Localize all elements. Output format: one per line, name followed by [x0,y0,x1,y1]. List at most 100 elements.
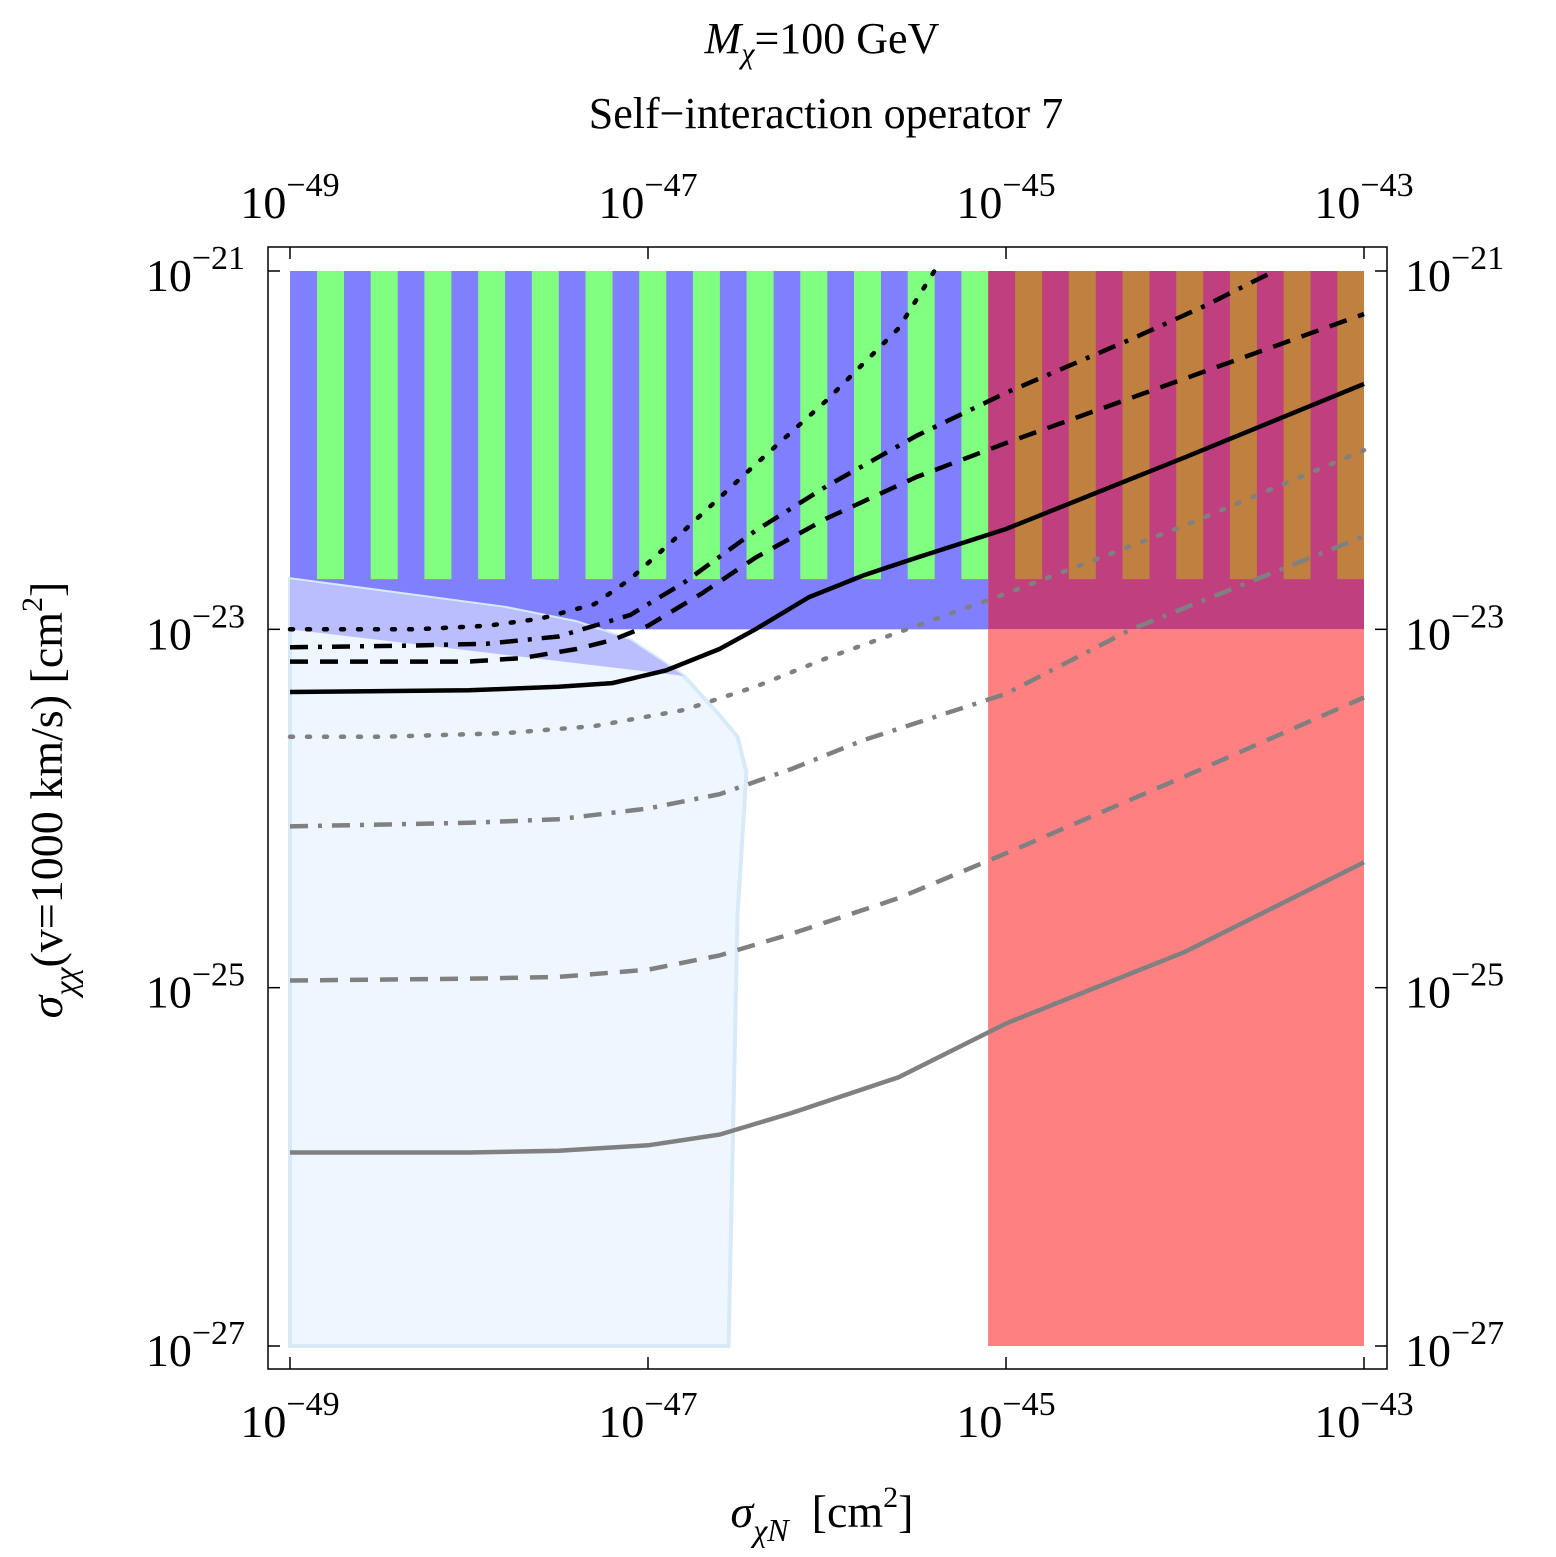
chart-title: Mχ=100 GeV [704,14,940,70]
region-layer [288,271,1364,1348]
y-tick-label-right-exponent: −23 [1451,598,1504,635]
x-tick-label-bottom-base: 10 [1314,1396,1360,1447]
x-tick-label-top: 10−47 [598,167,697,228]
curve-black-dashdot [289,268,1276,650]
x-tick-label-bottom-base: 10 [240,1396,286,1447]
x-tick-label-bottom-exponent: −47 [644,1386,697,1423]
x-tick-label-top-base: 10 [1314,177,1360,228]
y-tick-label-right-exponent: −21 [1451,240,1504,277]
lightblue-allowed-region-top-edge [290,579,684,676]
x-tick-label-bottom-exponent: −43 [1360,1386,1413,1423]
x-tick-label-top-exponent: −43 [1360,167,1413,204]
x-tick-label-bottom: 10−49 [240,1386,339,1447]
curve-black-solid [289,381,1365,695]
y-tick-label-left-exponent: −25 [192,957,245,994]
y-label-rest: (v=1000 km/s) [cm [21,612,72,968]
purple-excluded-region-stripe [1176,271,1204,580]
x-axis-label: σχN [cm2] [731,1481,914,1548]
curve-black-dashed [290,311,1365,664]
y-tick-label-right: 10−21 [1405,240,1504,301]
y-label-unit-close: ] [21,582,72,597]
curve-gray-dotted [287,447,1367,740]
y-tick-label-left: 10−21 [146,240,245,301]
y-tick-label-left-base: 10 [146,967,192,1018]
x-tick-label-top: 10−45 [956,167,1055,228]
x-tick-label-bottom-base: 10 [956,1396,1002,1447]
curve-gray-dashed [289,695,1365,983]
y-tick-label-right: 10−25 [1405,957,1504,1018]
y-label-unit-exp: 2 [16,597,49,612]
y-tick-label-right-base: 10 [1405,608,1451,659]
x-tick-label-top-exponent: −47 [644,167,697,204]
x-label-unit [789,1486,812,1537]
blue-excluded-region-stripe [692,271,720,580]
y-tick-label-left-base: 10 [146,1325,192,1376]
lightblue-allowed-region [288,576,749,1348]
red-excluded-region [988,629,1364,1346]
y-tick-label-left: 10−25 [146,957,245,1018]
x-tick-label-bottom-exponent: −49 [286,1386,339,1423]
title-subscript: χ [738,37,755,70]
y-tick-label-left-base: 10 [146,250,192,301]
purple-excluded-region-stripe [1015,271,1043,580]
x-tick-label-top-exponent: −49 [286,167,339,204]
y-tick-label-left-exponent: −27 [192,1315,245,1352]
y-tick-label-left-exponent: −21 [192,240,245,277]
y-tick-label-right-exponent: −25 [1451,957,1504,994]
x-tick-label-top: 10−43 [1314,167,1413,228]
blue-excluded-region-stripe [639,271,667,580]
y-tick-label-right: 10−27 [1405,1315,1504,1376]
x-tick-label-top-base: 10 [956,177,1002,228]
curve-layer [287,268,1367,1155]
chart-subtitle: Self−interaction operator 7 [589,89,1063,138]
purple-excluded-region-stripe [1229,271,1257,580]
y-label-sigma: σ [21,993,72,1018]
y-tick-label-left-base: 10 [146,608,192,659]
plot-frame [267,246,1388,1370]
curve-gray-solid [290,860,1366,1155]
blue-excluded-region-stripe [854,271,881,580]
x-tick-label-top: 10−49 [240,167,339,228]
x-tick-label-top-base: 10 [598,177,644,228]
y-tick-label-right: 10−23 [1405,598,1504,659]
blue-excluded-region-stripe [907,271,935,580]
title-rest: =100 GeV [754,14,939,63]
y-tick-label-right-base: 10 [1405,967,1451,1018]
x-tick-label-bottom-base: 10 [598,1396,644,1447]
x-label-sigma: σ [731,1486,756,1537]
x-label-subscript: χN [750,1512,790,1548]
title-symbol: M [704,14,744,63]
y-label-subscript: χχ [47,967,83,999]
curve-gray-dashdot [289,534,1365,829]
tick-layer: 10−4910−4910−4710−4710−4510−4510−4310−43… [146,167,1504,1447]
y-tick-label-left: 10−23 [146,598,245,659]
y-tick-label-right-base: 10 [1405,1325,1451,1376]
blue-excluded-region-stripe [961,271,989,580]
blue-excluded-region-stripe [746,271,774,580]
curve-black-dotted [287,268,937,632]
blue-excluded-region-stripe [531,271,559,580]
purple-excluded-region-stripe [1068,271,1096,580]
purple-excluded-region-stripe [1283,271,1311,580]
y-tick-label-left: 10−27 [146,1315,245,1376]
x-label-unit-text: [cm [812,1486,884,1537]
blue-excluded-region-stripe [478,271,506,580]
x-label-unit-close: ] [898,1486,913,1537]
blue-excluded-region-stripe [317,271,344,580]
x-tick-label-bottom-exponent: −45 [1002,1386,1055,1423]
x-tick-label-bottom: 10−43 [1314,1386,1413,1447]
purple-excluded-region-stripe [1122,271,1150,580]
x-label-unit-exp: 2 [883,1481,898,1514]
x-tick-label-top-exponent: −45 [1002,167,1055,204]
blue-excluded-region-stripe [370,271,398,580]
x-tick-label-top-base: 10 [240,177,286,228]
blue-excluded-region-stripe [585,271,613,580]
y-tick-label-left-exponent: −23 [192,598,245,635]
y-axis-label: σχχ(v=1000 km/s) [cm2] [16,582,83,1019]
x-tick-label-bottom: 10−45 [956,1386,1055,1447]
y-tick-label-right-exponent: −27 [1451,1315,1504,1352]
x-tick-label-bottom: 10−47 [598,1386,697,1447]
blue-excluded-region-stripe [424,271,452,580]
y-tick-label-right-base: 10 [1405,250,1451,301]
